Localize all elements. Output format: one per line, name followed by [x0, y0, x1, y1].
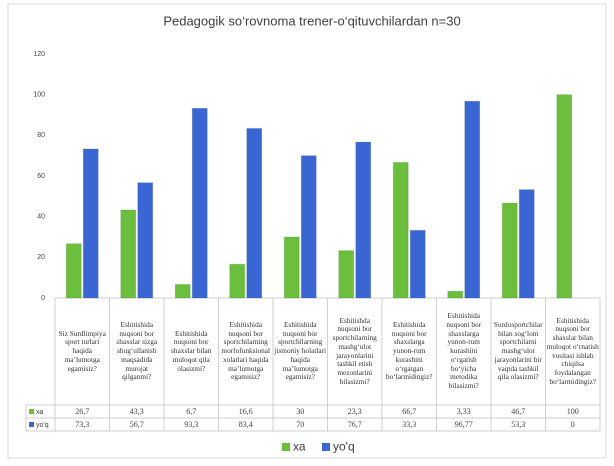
- table-value: 73,3: [75, 420, 89, 429]
- category-cell: Eshitishida nuqsoni bor shaxslar sizga s…: [116, 319, 158, 382]
- bar: [174, 283, 191, 299]
- table-value: 53,3: [511, 420, 525, 429]
- x-tick-label: Siz Surdlimpiya sport turlari haqida ma’…: [58, 328, 106, 373]
- table-row-label: yo'q: [36, 422, 49, 429]
- bar: [137, 182, 154, 299]
- category-cell: Eshitishida nuqsoni bor shaxslarga yunon…: [385, 319, 433, 382]
- bar: [518, 189, 535, 299]
- table-legend-key: [29, 409, 34, 414]
- bar: [338, 250, 355, 299]
- bar: [300, 155, 317, 299]
- category-cell: Eshitishida nuqsoni bor shaxslar bilan m…: [546, 315, 599, 386]
- table-value: 96,77: [455, 420, 473, 429]
- table-value: 43,3: [130, 407, 144, 416]
- y-tick-label: 0: [41, 295, 45, 302]
- bar: [355, 141, 372, 299]
- table-value: 66,7: [402, 407, 416, 416]
- x-tick-label: Eshitishida nuqsoni bor shaxslarga yunon…: [385, 319, 433, 382]
- y-tick-label: 60: [37, 173, 45, 180]
- category-cell: Surdosportchilar bilan sog‘lom sportchil…: [493, 319, 543, 382]
- legend-key: [322, 443, 330, 451]
- y-tick-label: 120: [33, 51, 45, 58]
- table-value: 33,3: [402, 420, 416, 429]
- y-tick-label: 20: [37, 254, 45, 261]
- x-tick-label: Eshitishida nuqsoni bor shaxslar sizga s…: [116, 319, 158, 382]
- category-cell: Eshitishida nuqsoni bor sportchilarning …: [274, 319, 327, 382]
- bar: [82, 148, 99, 299]
- y-tick-label: 80: [37, 132, 45, 139]
- bar: [501, 202, 518, 299]
- table-value: 56,7: [130, 420, 144, 429]
- chart-title: Pedagogik so‘rovnoma trener-o‘qituvchila…: [163, 13, 460, 28]
- legend-key: [282, 443, 290, 451]
- bar: [556, 94, 573, 299]
- bar: [246, 127, 263, 299]
- table-legend-key: [29, 422, 34, 427]
- bar: [409, 229, 426, 299]
- bar: [464, 100, 481, 299]
- legend-label: yo'q: [333, 440, 355, 454]
- y-tick-label: 40: [37, 214, 45, 221]
- x-tick-label: Surdosportchilar bilan sog‘lom sportchil…: [493, 319, 543, 382]
- x-tick-label: Eshitishida nuqsoni bor sportchilarning …: [221, 319, 271, 382]
- x-tick-label: Eshitishda nuqsoni bor sportchilarning m…: [332, 315, 377, 386]
- x-tick-label: Eshitishida nuqsoni bor shaxslarga yunon…: [446, 311, 482, 391]
- category-cell: Eshitishida nuqsoni bor sportchilarning …: [221, 319, 271, 382]
- table-value: 0: [571, 420, 575, 429]
- category-cell: Eshitishida nuqsoni bor shaxslar bilan m…: [171, 328, 212, 373]
- table-value: 26,7: [75, 407, 89, 416]
- bar: [120, 209, 137, 299]
- bar: [229, 263, 246, 299]
- bar: [191, 107, 208, 299]
- table-value: 6,7: [186, 407, 196, 416]
- table-value: 16,6: [239, 407, 253, 416]
- category-cell: Eshitishda nuqsoni bor sportchilarning m…: [332, 315, 377, 386]
- table-value: 70: [296, 420, 304, 429]
- category-cell: Eshitishida nuqsoni bor shaxslarga yunon…: [446, 311, 482, 391]
- legend-label: ха: [293, 440, 306, 454]
- bar: [447, 290, 464, 299]
- table-value: 23,3: [348, 407, 362, 416]
- table-value: 46,7: [511, 407, 525, 416]
- bar: [392, 161, 409, 299]
- table-value: 93,3: [184, 420, 198, 429]
- bar: [283, 236, 300, 299]
- y-tick-label: 100: [33, 92, 45, 99]
- x-tick-label: Eshitishida nuqsoni bor shaxslar bilan m…: [546, 315, 599, 386]
- table-value: 3,33: [457, 407, 471, 416]
- table-value: 76,7: [348, 420, 362, 429]
- table-value: 100: [567, 407, 579, 416]
- x-tick-label: Eshitishida nuqsoni bor shaxslar bilan m…: [171, 328, 212, 373]
- table-row-label: ха: [36, 409, 43, 416]
- x-tick-label: Eshitishida nuqsoni bor sportchilarning …: [274, 319, 327, 382]
- table-value: 83,4: [239, 420, 253, 429]
- category-cell: Siz Surdlimpiya sport turlari haqida ma’…: [58, 328, 106, 373]
- table-value: 30: [296, 407, 304, 416]
- bar: [65, 243, 82, 299]
